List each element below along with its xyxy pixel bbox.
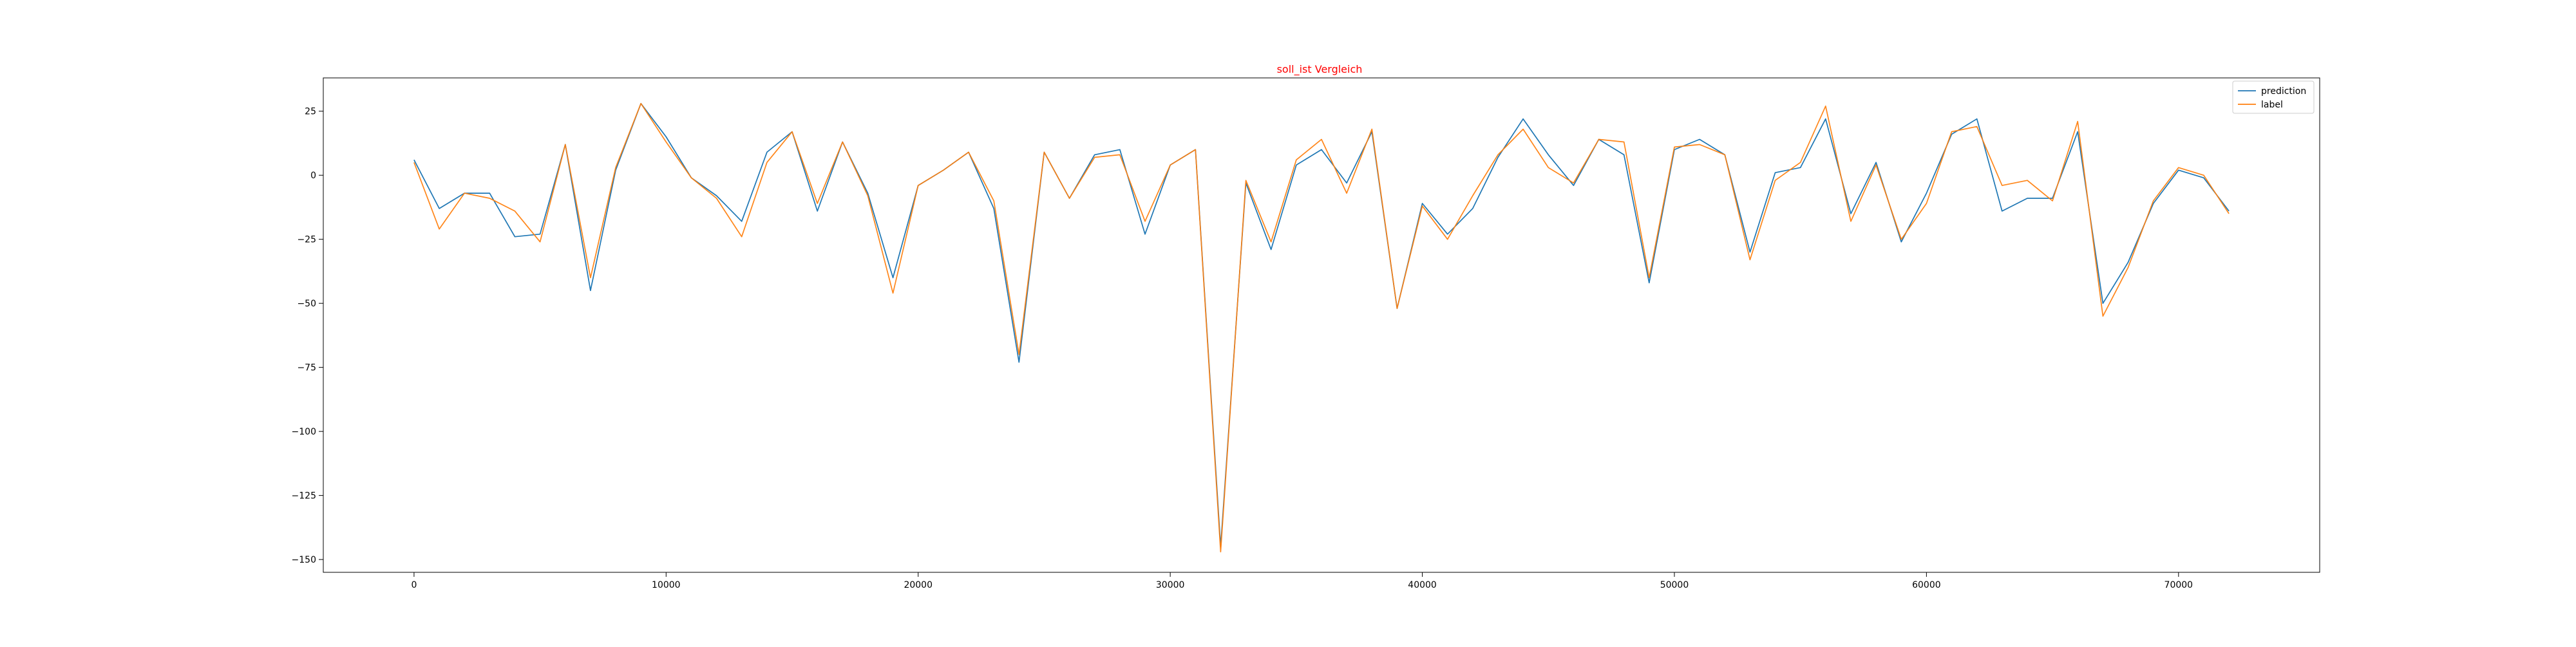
axes: 0 10000 20000 30000 40000 50000 60000 70000 25 0 −… [292,77,2320,590]
x-tick-label: 0 [411,580,417,590]
x-tick-label: 70000 [2164,580,2193,590]
legend-box [2232,80,2315,114]
x-tick-label: 50000 [1660,580,1689,590]
y-tick-label: −125 [292,491,316,502]
y-tick-label: −75 [297,363,316,373]
legend-label-label: label [2261,100,2283,110]
axes-frame [323,77,2320,573]
x-tick-label: 40000 [1408,580,1437,590]
plot-area [413,102,2230,553]
y-tick-label: 0 [310,171,316,181]
y-tick-label: −150 [292,555,316,565]
series-line-label [413,102,2230,553]
legend: prediction label [2232,80,2315,114]
y-tick-label: −25 [297,235,316,245]
x-tick-label: 30000 [1156,580,1185,590]
x-tick-label: 60000 [1912,580,1941,590]
y-tick-label: −100 [292,427,316,437]
series-line-prediction [413,102,2230,548]
y-tick-label: −50 [297,299,316,309]
x-tick-label: 20000 [904,580,933,590]
chart-title: soll_ist Vergleich [1277,63,1363,76]
x-tick-label: 10000 [652,580,681,590]
y-tick-label: 25 [305,107,316,117]
legend-label-prediction: prediction [2261,86,2306,97]
